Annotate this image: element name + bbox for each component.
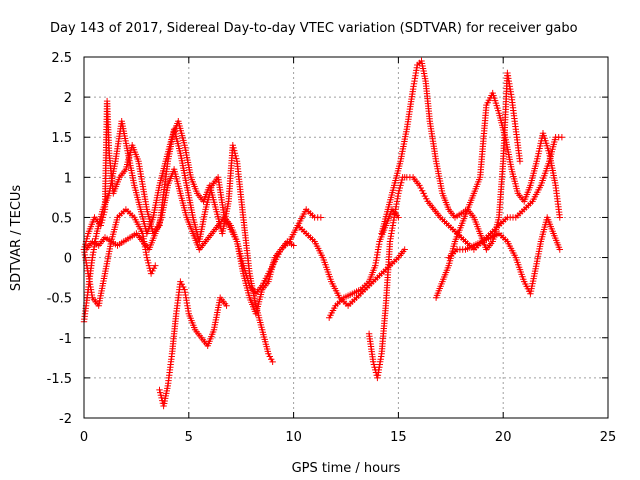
data-point [265, 350, 272, 357]
data-point [395, 187, 403, 194]
series-sat-track-J [432, 89, 563, 301]
y-tick-label: 2.5 [51, 51, 72, 66]
x-tick-label: 25 [600, 430, 617, 445]
y-tick-label: 1 [64, 171, 72, 186]
y-tick-label: -0.5 [47, 292, 72, 307]
series-sat-track-K [445, 214, 563, 297]
x-tick-label: 20 [495, 430, 512, 445]
y-tick-label: 2 [64, 91, 72, 106]
y-tick-label: 0 [64, 252, 72, 267]
series-sat-track-C [82, 166, 297, 297]
data-point [229, 142, 236, 149]
data-point [558, 134, 566, 141]
data-point [423, 195, 430, 202]
data-point [82, 241, 89, 248]
data-point [144, 257, 151, 264]
data-point [420, 190, 427, 197]
series-sat-track-H [365, 134, 566, 382]
y-tick-label: -1.5 [47, 372, 72, 387]
data-point [401, 246, 408, 253]
data-point [223, 302, 230, 309]
x-tick-label: 5 [185, 430, 193, 445]
data-point [516, 158, 524, 165]
x-tick-label: 0 [80, 430, 88, 445]
data-point [397, 182, 404, 189]
series-sat-track-E [156, 278, 230, 410]
y-tick-label: -2 [59, 412, 72, 427]
data-point [370, 358, 377, 365]
chart-title: Day 143 of 2017, Sidereal Day-to-day VTE… [50, 21, 578, 36]
data-point [145, 262, 153, 269]
data-point [417, 184, 424, 192]
x-axis-label: GPS time / hours [292, 461, 401, 476]
data-point [145, 259, 152, 267]
data-point [177, 278, 184, 285]
plot-frame [83, 56, 609, 419]
series-sat-track-G [326, 206, 402, 321]
y-tick-label: -1 [59, 332, 72, 347]
data-point [156, 386, 163, 394]
data-point [157, 389, 164, 396]
data-point [556, 214, 563, 221]
data-point [398, 179, 405, 186]
data-point [178, 281, 185, 288]
data-point [269, 358, 276, 366]
data-point [232, 152, 239, 160]
data-point [233, 155, 240, 162]
data-point [231, 147, 238, 154]
series-sat-track-I [378, 57, 524, 253]
series-sat-track-B [80, 118, 276, 366]
x-tick-label: 10 [285, 430, 302, 445]
y-axis-label: SDTVAR / TECUs [9, 185, 24, 292]
data-point [370, 361, 378, 368]
data-point [419, 187, 426, 194]
y-tick-label: 0.5 [51, 211, 72, 226]
data-point [395, 190, 402, 197]
data-point [268, 356, 275, 363]
data-point [266, 353, 273, 360]
data-point [398, 176, 406, 184]
data-point [317, 214, 325, 221]
data-point [556, 246, 563, 253]
series-sat-track-D [80, 206, 159, 309]
data-point [147, 270, 155, 277]
data-point [152, 262, 159, 269]
data-point [84, 233, 91, 240]
data-point [230, 144, 237, 152]
data-series [80, 57, 566, 410]
data-point [150, 265, 158, 272]
y-tick-label: 1.5 [51, 131, 72, 146]
x-tick-label: 15 [390, 430, 407, 445]
data-point [290, 242, 297, 249]
